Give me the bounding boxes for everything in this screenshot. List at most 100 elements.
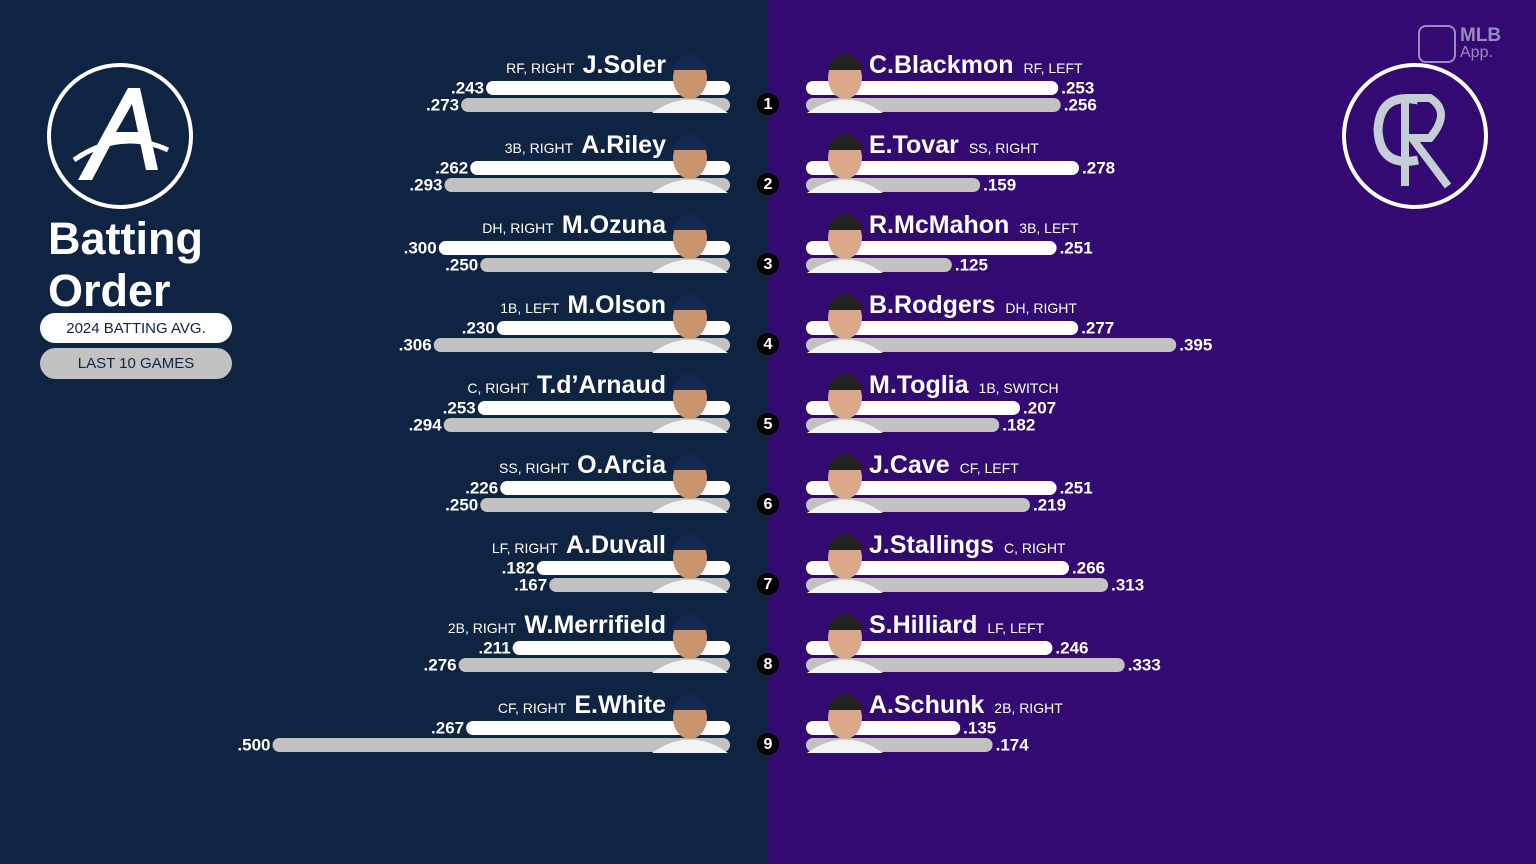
last10-bar	[806, 338, 1177, 352]
player-name: B.Rodgers	[869, 291, 995, 319]
player-name: W.Merrifield	[524, 611, 666, 639]
order-badge	[757, 653, 779, 675]
player-name: A.Schunk	[869, 691, 984, 719]
avg-label: .267	[431, 718, 464, 737]
avg-label: .135	[963, 718, 996, 737]
player-photo	[652, 613, 728, 673]
position: CF, LEFT	[960, 460, 1020, 476]
app-brand: MLB	[1460, 25, 1501, 46]
position: SS, RIGHT	[499, 460, 569, 476]
order-badge	[757, 573, 779, 595]
player-label: CF, RIGHT E.White	[498, 691, 666, 719]
player-name: M.Ozuna	[562, 211, 667, 239]
last10-label: .500	[237, 735, 270, 754]
cap	[826, 53, 864, 70]
last10-label: .250	[445, 495, 478, 514]
last10-label: .273	[426, 95, 459, 114]
jersey	[807, 579, 883, 593]
avg-label: .211	[479, 638, 511, 657]
player-photo	[807, 213, 883, 273]
jersey	[652, 99, 728, 113]
avg-bar	[470, 161, 730, 175]
last10-label: .333	[1128, 655, 1161, 674]
last10-bar	[272, 738, 730, 752]
position: CF, RIGHT	[498, 700, 567, 716]
player-name: J.Stallings	[869, 531, 994, 559]
cap	[671, 533, 709, 550]
cap	[826, 133, 864, 150]
player-name: J.Soler	[583, 51, 667, 79]
cap	[826, 373, 864, 390]
avg-label: .253	[1061, 78, 1094, 97]
avg-label: .251	[1060, 478, 1093, 497]
cap	[671, 213, 709, 230]
player-photo	[807, 613, 883, 673]
position: C, RIGHT	[467, 380, 529, 396]
avg-bar	[466, 721, 730, 735]
cap	[671, 693, 709, 710]
cap	[826, 533, 864, 550]
avg-label: .300	[404, 238, 437, 257]
player-photo	[652, 293, 728, 353]
jersey	[807, 419, 883, 433]
position: C, RIGHT	[1004, 540, 1066, 556]
player-photo	[807, 533, 883, 593]
last10-bar	[806, 658, 1125, 672]
player-label: J.Cave CF, LEFT	[869, 451, 1019, 479]
order-number: 6	[764, 496, 773, 513]
player-label: J.Stallings C, RIGHT	[869, 531, 1066, 559]
cap	[826, 693, 864, 710]
position: LF, RIGHT	[492, 540, 559, 556]
player-photo	[807, 133, 883, 193]
player-photo	[807, 373, 883, 433]
position: 3B, LEFT	[1019, 220, 1079, 236]
last10-label: .219	[1033, 495, 1066, 514]
player-label: DH, RIGHT M.Ozuna	[482, 211, 667, 239]
avg-bar	[500, 481, 730, 495]
cap	[826, 453, 864, 470]
last10-label: .306	[399, 335, 432, 354]
player-name: M.Olson	[567, 291, 666, 319]
last10-label: .395	[1179, 335, 1212, 354]
player-label: 3B, RIGHT A.Riley	[505, 131, 666, 159]
app-icon	[1418, 25, 1456, 63]
cap	[826, 613, 864, 630]
cap	[671, 53, 709, 70]
player-photo	[652, 453, 728, 513]
jersey	[807, 179, 883, 193]
player-label: LF, RIGHT A.Duvall	[492, 531, 666, 559]
jersey	[652, 339, 728, 353]
avg-bar	[486, 81, 730, 95]
position: SS, RIGHT	[969, 140, 1039, 156]
position: RF, RIGHT	[506, 60, 575, 76]
player-label: 1B, LEFT M.Olson	[500, 291, 666, 319]
avg-label: .230	[462, 318, 495, 337]
order-badge	[757, 173, 779, 195]
player-label: B.Rodgers DH, RIGHT	[869, 291, 1077, 319]
player-label: S.Hilliard LF, LEFT	[869, 611, 1045, 639]
avg-bar	[806, 641, 1053, 655]
jersey	[652, 179, 728, 193]
cap	[671, 613, 709, 630]
player-photo	[652, 373, 728, 433]
legend-avg: 2024 BATTING AVG.	[66, 320, 206, 337]
last10-bar	[806, 578, 1109, 592]
jersey	[807, 259, 883, 273]
rockies-logo	[1342, 63, 1488, 209]
cap	[671, 373, 709, 390]
player-label: E.Tovar SS, RIGHT	[869, 131, 1039, 159]
last10-bar	[444, 178, 730, 192]
last10-label: .125	[955, 255, 988, 274]
position: DH, RIGHT	[1005, 300, 1077, 316]
last10-bar	[443, 418, 730, 432]
player-photo	[652, 693, 728, 753]
avg-bar	[806, 161, 1080, 175]
position: 3B, RIGHT	[505, 140, 574, 156]
player-photo	[807, 53, 883, 113]
last10-label: .174	[996, 735, 1030, 754]
order-badge	[757, 493, 779, 515]
last10-label: .256	[1064, 95, 1097, 114]
player-name: J.Cave	[869, 451, 950, 479]
order-number: 5	[764, 416, 773, 433]
avg-label: .262	[435, 158, 468, 177]
